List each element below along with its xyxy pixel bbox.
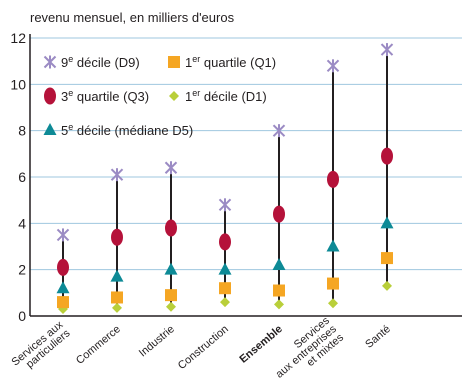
point-d5 — [164, 262, 178, 275]
point-d5 — [56, 281, 70, 294]
legend-marker — [169, 91, 179, 101]
point-q3 — [327, 170, 339, 188]
point-q3 — [219, 233, 231, 251]
y-tick-label: 8 — [18, 123, 26, 139]
y-tick-label: 12 — [10, 30, 26, 46]
legend-item-d5: 5e décile (médiane D5) — [43, 122, 193, 138]
point-d9 — [326, 59, 340, 73]
legend-marker — [168, 56, 180, 68]
x-category-label: Commerce — [74, 323, 123, 367]
legend-marker — [43, 123, 57, 135]
point-q1 — [219, 282, 231, 295]
point-d1 — [112, 302, 122, 313]
x-category-label: Ensemble — [237, 323, 285, 366]
y-tick-label: 0 — [18, 308, 26, 324]
point-d1 — [274, 299, 284, 310]
point-d5 — [326, 239, 340, 252]
point-q1 — [111, 291, 123, 304]
point-d1 — [166, 301, 176, 312]
point-d5 — [272, 258, 286, 271]
point-q3 — [273, 205, 285, 223]
point-q1 — [381, 252, 393, 265]
point-d5 — [110, 269, 124, 282]
point-q1 — [165, 289, 177, 302]
point-d9 — [164, 161, 178, 175]
y-tick-label: 6 — [18, 169, 26, 185]
y-axis-ticks: 0 2 4 6 8 10 12 — [10, 30, 26, 324]
svg-text:Construction: Construction — [176, 323, 231, 372]
legend-item-q3: 3e quartile (Q3) — [44, 87, 149, 105]
y-tick-label: 10 — [10, 76, 26, 92]
point-d9 — [56, 228, 70, 242]
point-q1 — [57, 296, 69, 309]
legend: 9e décile (D9) 1er quartile (Q1) 3e quarti… — [43, 54, 276, 138]
point-d1 — [328, 298, 338, 309]
x-category-label: Construction — [176, 323, 231, 372]
svg-text:Industrie: Industrie — [137, 323, 177, 359]
point-d9 — [380, 43, 394, 57]
legend-item-q1: 1er quartile (Q1) — [168, 54, 276, 70]
point-q3 — [381, 147, 393, 165]
axes — [29, 34, 462, 317]
legend-marker — [44, 87, 56, 105]
point-d1 — [220, 297, 230, 308]
y-tick-label: 2 — [18, 262, 26, 278]
point-d5 — [218, 262, 232, 275]
point-d9 — [110, 168, 124, 182]
svg-text:Santé: Santé — [363, 323, 393, 351]
data-marks — [56, 43, 394, 315]
legend-marker — [43, 55, 57, 69]
legend-label: 1er décile (D1) — [185, 88, 267, 104]
point-d9 — [272, 124, 286, 138]
point-d1 — [382, 280, 392, 291]
point-q3 — [57, 258, 69, 276]
point-d9 — [218, 198, 232, 212]
legend-item-d1: 1er décile (D1) — [169, 88, 267, 104]
svg-text:Commerce: Commerce — [74, 323, 123, 367]
legend-label: 9e décile (D9) — [61, 54, 140, 70]
y-tick-label: 4 — [18, 215, 26, 231]
svg-text:Ensemble: Ensemble — [237, 323, 285, 366]
point-q3 — [111, 228, 123, 246]
y-axis-label: revenu mensuel, en milliers d'euros — [30, 10, 235, 25]
legend-label: 1er quartile (Q1) — [185, 54, 276, 70]
x-category-label: Santé — [363, 323, 393, 351]
point-d5 — [380, 216, 394, 229]
x-category-label: Industrie — [137, 323, 177, 359]
point-q1 — [327, 277, 339, 290]
grid-lines — [30, 37, 462, 271]
legend-label: 3e quartile (Q3) — [61, 88, 149, 104]
legend-label: 5e décile (médiane D5) — [61, 122, 193, 138]
legend-item-d9: 9e décile (D9) — [43, 54, 140, 70]
point-q3 — [165, 219, 177, 237]
point-q1 — [273, 284, 285, 297]
